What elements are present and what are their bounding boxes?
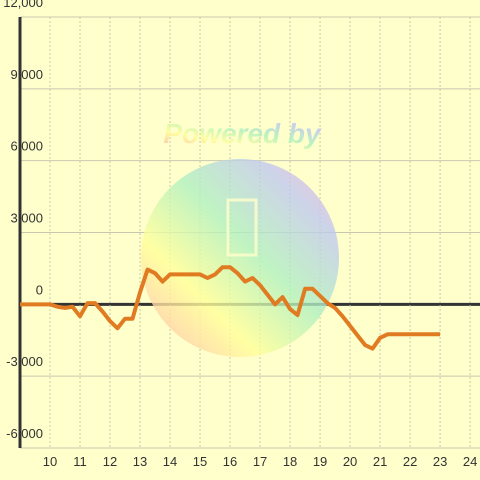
watermark-icon <box>226 198 258 257</box>
x-tick-label: 17 <box>253 454 267 469</box>
y-tick-label: 12,000 <box>3 0 43 10</box>
x-tick-label: 22 <box>403 454 417 469</box>
x-tick-label: 12 <box>103 454 117 469</box>
x-tick-label: 18 <box>283 454 297 469</box>
x-tick-label: 13 <box>133 454 147 469</box>
x-tick-label: 21 <box>373 454 387 469</box>
x-tick-label: 14 <box>163 454 177 469</box>
x-tick-label: 23 <box>433 454 447 469</box>
x-tick-label: 15 <box>193 454 207 469</box>
y-tick-label: 3,000 <box>10 211 43 226</box>
y-tick-label: 6,000 <box>10 139 43 154</box>
x-tick-label: 10 <box>43 454 57 469</box>
x-tick-label: 24 <box>463 454 477 469</box>
x-tick-label: 11 <box>73 454 87 469</box>
x-tick-label: 20 <box>343 454 357 469</box>
x-tick-label: 16 <box>223 454 237 469</box>
x-tick-label: 19 <box>313 454 327 469</box>
y-tick-label: -3,000 <box>6 354 43 369</box>
y-tick-label: 9,000 <box>10 67 43 82</box>
y-tick-label: 0 <box>36 282 43 297</box>
line-series <box>20 265 441 351</box>
watermark-logo <box>141 159 339 357</box>
y-tick-label: -6,000 <box>6 426 43 441</box>
watermark-text: Powered by <box>163 118 322 149</box>
plot: -6,000 -3,000 0 3,000 6,000 9,000 12,000 10 11 12… <box>3 0 477 469</box>
